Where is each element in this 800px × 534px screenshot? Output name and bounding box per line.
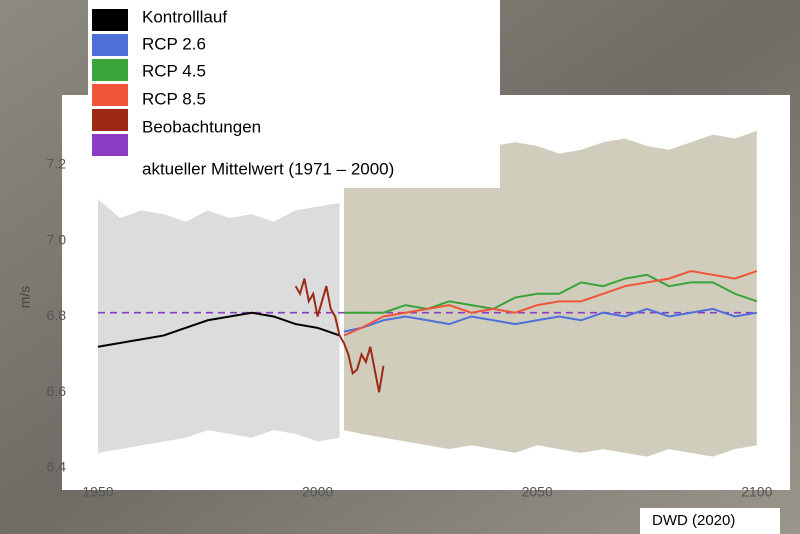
y-tick-label: 7.0 [47, 231, 67, 247]
legend-swatch [92, 34, 128, 56]
source: DWD (2020) [652, 512, 735, 529]
legend-label: Beobachtungen [142, 117, 261, 136]
x-tick-label: 2000 [302, 484, 333, 500]
y-tick-label: 6.6 [47, 383, 67, 399]
y-axis-label: m/s [17, 286, 33, 309]
legend-swatch [92, 9, 128, 31]
y-tick-label: 6.8 [47, 307, 67, 323]
legend-swatch [92, 109, 128, 131]
x-tick-label: 2050 [522, 484, 553, 500]
y-tick-label: 7.2 [47, 156, 67, 172]
legend-label: RCP 2.6 [142, 34, 206, 53]
x-tick-label: 2100 [741, 484, 772, 500]
y-tick-label: 6.4 [47, 459, 67, 475]
legend-label: RCP 8.5 [142, 89, 206, 108]
legend-swatch [92, 84, 128, 106]
legend-swatch [92, 59, 128, 81]
chart: DWD (2020) m/s 6.4 6.6 6.8 7.0 7.2 1950 2000 20… [0, 0, 800, 534]
x-tick-label: 1950 [82, 484, 113, 500]
legend-label: RCP 4.5 [142, 61, 206, 80]
legend-label: Kontrolllauf [142, 7, 227, 26]
legend-label: aktueller Mittelwert (1971 – 2000) [142, 159, 394, 178]
legend-swatch [92, 134, 128, 156]
